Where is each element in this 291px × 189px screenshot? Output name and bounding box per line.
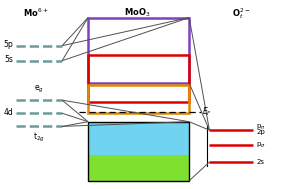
- Text: 4d: 4d: [3, 108, 13, 117]
- Bar: [88, 55, 189, 102]
- Text: 2s: 2s: [256, 159, 264, 165]
- Text: $E_F$: $E_F$: [202, 105, 212, 118]
- Bar: [88, 18, 189, 83]
- Text: O$_t^{2-}$: O$_t^{2-}$: [232, 6, 250, 21]
- Bar: [88, 85, 189, 113]
- Bar: [88, 155, 189, 181]
- Text: 5s: 5s: [4, 55, 13, 64]
- Text: p$_\sigma$: p$_\sigma$: [256, 141, 266, 150]
- Text: p$_\pi$: p$_\pi$: [256, 123, 266, 132]
- Text: t$_{2g}$: t$_{2g}$: [33, 131, 45, 144]
- Text: 5p: 5p: [3, 40, 13, 49]
- Text: e$_g$: e$_g$: [34, 83, 44, 94]
- Text: 2p: 2p: [256, 129, 265, 135]
- Bar: [88, 122, 189, 181]
- Text: MoO$_3$: MoO$_3$: [124, 6, 150, 19]
- Bar: [88, 122, 189, 155]
- Text: Mo$^{6+}$: Mo$^{6+}$: [23, 6, 49, 19]
